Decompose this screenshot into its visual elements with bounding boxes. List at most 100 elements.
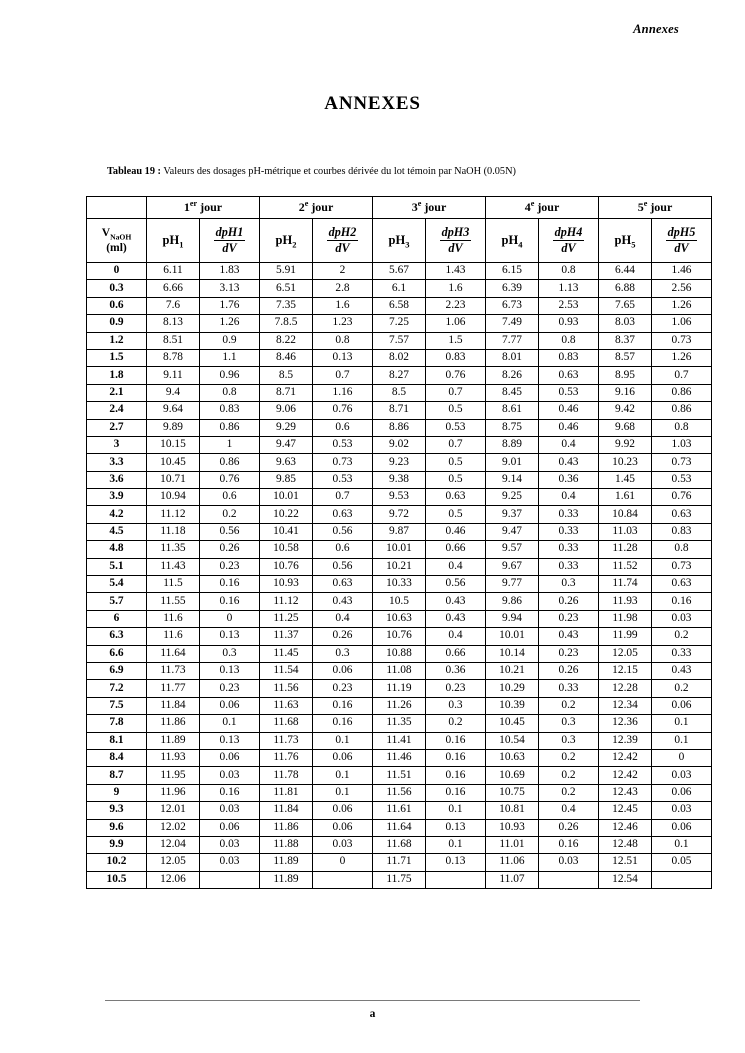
cell-ph-2: 8.46: [259, 348, 313, 368]
cell-derivative-5: 0.1: [651, 835, 712, 855]
cell-ph-5: 12.36: [598, 714, 652, 733]
ph-base-5: pH: [614, 232, 632, 247]
cell-ph-5: 11.99: [598, 627, 652, 646]
cell-derivative-4: 0.03: [538, 853, 599, 872]
cell-volume: 4.5: [86, 522, 147, 542]
table-row: 4.8 11.35 0.26 10.58 0.6 10.01 0.66 9.57 0.33 11.…: [86, 540, 712, 559]
cell-derivative-1: 1: [199, 435, 260, 455]
cell-ph-3: 11.71: [372, 853, 426, 872]
table-row: 8.1 11.89 0.13 11.73 0.1 11.41 0.16 10.54 0.3 12.…: [86, 731, 712, 750]
cell-derivative-2: 1.6: [312, 296, 373, 316]
cell-derivative-1: 0.16: [199, 575, 260, 594]
cell-ph-2: 8.5: [259, 366, 313, 385]
cell-ph-5: 10.84: [598, 505, 652, 524]
cell-derivative-5: 0.33: [651, 644, 712, 663]
cell-derivative-1: 0.76: [199, 470, 260, 490]
cell-derivative-3: 0.5: [425, 453, 486, 472]
derivative-denominator-1: dV: [222, 241, 237, 255]
table-row: 2.4 9.64 0.83 9.06 0.76 8.71 0.5 8.61 0.46 9.42 0.…: [86, 401, 712, 420]
table-caption: Tableau 19 : Valeurs des dosages pH-métr…: [107, 166, 677, 179]
cell-ph-1: 8.13: [146, 314, 200, 333]
cell-derivative-4: 0.83: [538, 348, 599, 368]
day-group-sup-4: e: [530, 199, 535, 209]
cell-ph-3: 10.76: [372, 627, 426, 646]
cell-derivative-1: 0.06: [199, 696, 260, 716]
cell-derivative-5: 0.63: [651, 505, 712, 524]
cell-ph-2: 9.63: [259, 453, 313, 472]
cell-ph-4: 10.14: [485, 644, 539, 663]
cell-derivative-4: 0.23: [538, 609, 599, 629]
cell-ph-2: 7.35: [259, 296, 313, 316]
cell-derivative-1: 0.9: [199, 331, 260, 350]
cell-volume: 0.3: [86, 279, 147, 298]
cell-derivative-2: 0.06: [312, 748, 373, 768]
cell-derivative-5: 0.05: [651, 853, 712, 872]
table-row: 3.6 10.71 0.76 9.85 0.53 9.38 0.5 9.14 0.36 1.45 0…: [86, 470, 712, 490]
cell-volume: 4.8: [86, 540, 147, 559]
cell-volume: 6: [86, 609, 147, 629]
cell-derivative-4: 0.8: [538, 261, 599, 281]
cell-ph-3: 9.72: [372, 505, 426, 524]
cell-ph-5: 12.43: [598, 783, 652, 803]
running-header: Annexes: [633, 22, 679, 36]
day-group-label-1: 1: [183, 200, 190, 215]
cell-derivative-3: 0.16: [425, 731, 486, 750]
table-row: 6.9 11.73 0.13 11.54 0.06 11.08 0.36 10.21 0.26 1…: [86, 661, 712, 681]
cell-ph-4: 9.67: [485, 557, 539, 577]
cell-ph-5: 8.57: [598, 348, 652, 368]
cell-ph-1: 11.18: [146, 522, 200, 542]
cell-derivative-5: 2.56: [651, 279, 712, 298]
day-group-header-5: 5e jour: [598, 196, 712, 219]
table-row: 4.2 11.12 0.2 10.22 0.63 9.72 0.5 9.37 0.33 10.84…: [86, 505, 712, 524]
cell-derivative-2: 0.76: [312, 401, 373, 420]
cell-derivative-2: 2.8: [312, 279, 373, 298]
cell-derivative-4: 0.33: [538, 540, 599, 559]
table-header-row-days: 1er jour 2e jour 3e jour 4e jour 5e jour: [86, 196, 712, 219]
cell-derivative-3: 0.3: [425, 696, 486, 716]
cell-ph-5: 1.45: [598, 470, 652, 490]
cell-ph-2: 6.51: [259, 279, 313, 298]
cell-ph-2: 9.29: [259, 418, 313, 437]
cell-ph-4: 8.45: [485, 383, 539, 403]
cell-ph-5: 11.52: [598, 557, 652, 577]
cell-volume: 9.3: [86, 801, 147, 820]
table-row: 6 11.6 0 11.25 0.4 10.63 0.43 9.94 0.23 11.98 0.03: [86, 609, 712, 629]
cell-volume: 2.7: [86, 418, 147, 437]
cell-ph-2: 11.12: [259, 592, 313, 611]
cell-volume: 1.8: [86, 366, 147, 385]
cell-ph-2: 11.88: [259, 835, 313, 855]
cell-ph-1: 9.4: [146, 383, 200, 403]
cell-volume: 4.2: [86, 505, 147, 524]
column-header-ph-1: pH1: [146, 218, 200, 263]
cell-ph-4: 8.61: [485, 401, 539, 420]
cell-derivative-1: 0.13: [199, 731, 260, 750]
cell-derivative-4: 0.93: [538, 314, 599, 333]
cell-volume: 8.1: [86, 731, 147, 750]
cell-volume: 3.6: [86, 470, 147, 490]
ph-sub-5: 5: [631, 239, 636, 250]
cell-ph-4: 7.77: [485, 331, 539, 350]
cell-ph-3: 6.1: [372, 279, 426, 298]
cell-ph-2: 10.58: [259, 540, 313, 559]
cell-derivative-4: 0.33: [538, 522, 599, 542]
cell-ph-1: 12.05: [146, 853, 200, 872]
cell-derivative-3: 0.43: [425, 592, 486, 611]
cell-ph-5: 9.16: [598, 383, 652, 403]
footer-divider: [105, 1000, 640, 1001]
table-row: 7.2 11.77 0.23 11.56 0.23 11.19 0.23 10.29 0.33 1…: [86, 679, 712, 698]
cell-derivative-1: 0.23: [199, 557, 260, 577]
cell-ph-3: 9.87: [372, 522, 426, 542]
column-header-ph-2: pH2: [259, 218, 313, 263]
ph-sub-4: 4: [518, 239, 523, 250]
cell-ph-2: 8.22: [259, 331, 313, 350]
cell-ph-5: 12.54: [598, 870, 652, 890]
day-group-sup-1: er: [189, 199, 198, 209]
cell-derivative-2: 0.1: [312, 731, 373, 750]
cell-derivative-4: 0.26: [538, 592, 599, 611]
cell-ph-3: 11.08: [372, 661, 426, 681]
cell-derivative-2: 0.23: [312, 679, 373, 698]
cell-derivative-3: 1.06: [425, 314, 486, 333]
cell-derivative-1: 0.83: [199, 401, 260, 420]
day-group-header-1: 1er jour: [146, 196, 260, 219]
